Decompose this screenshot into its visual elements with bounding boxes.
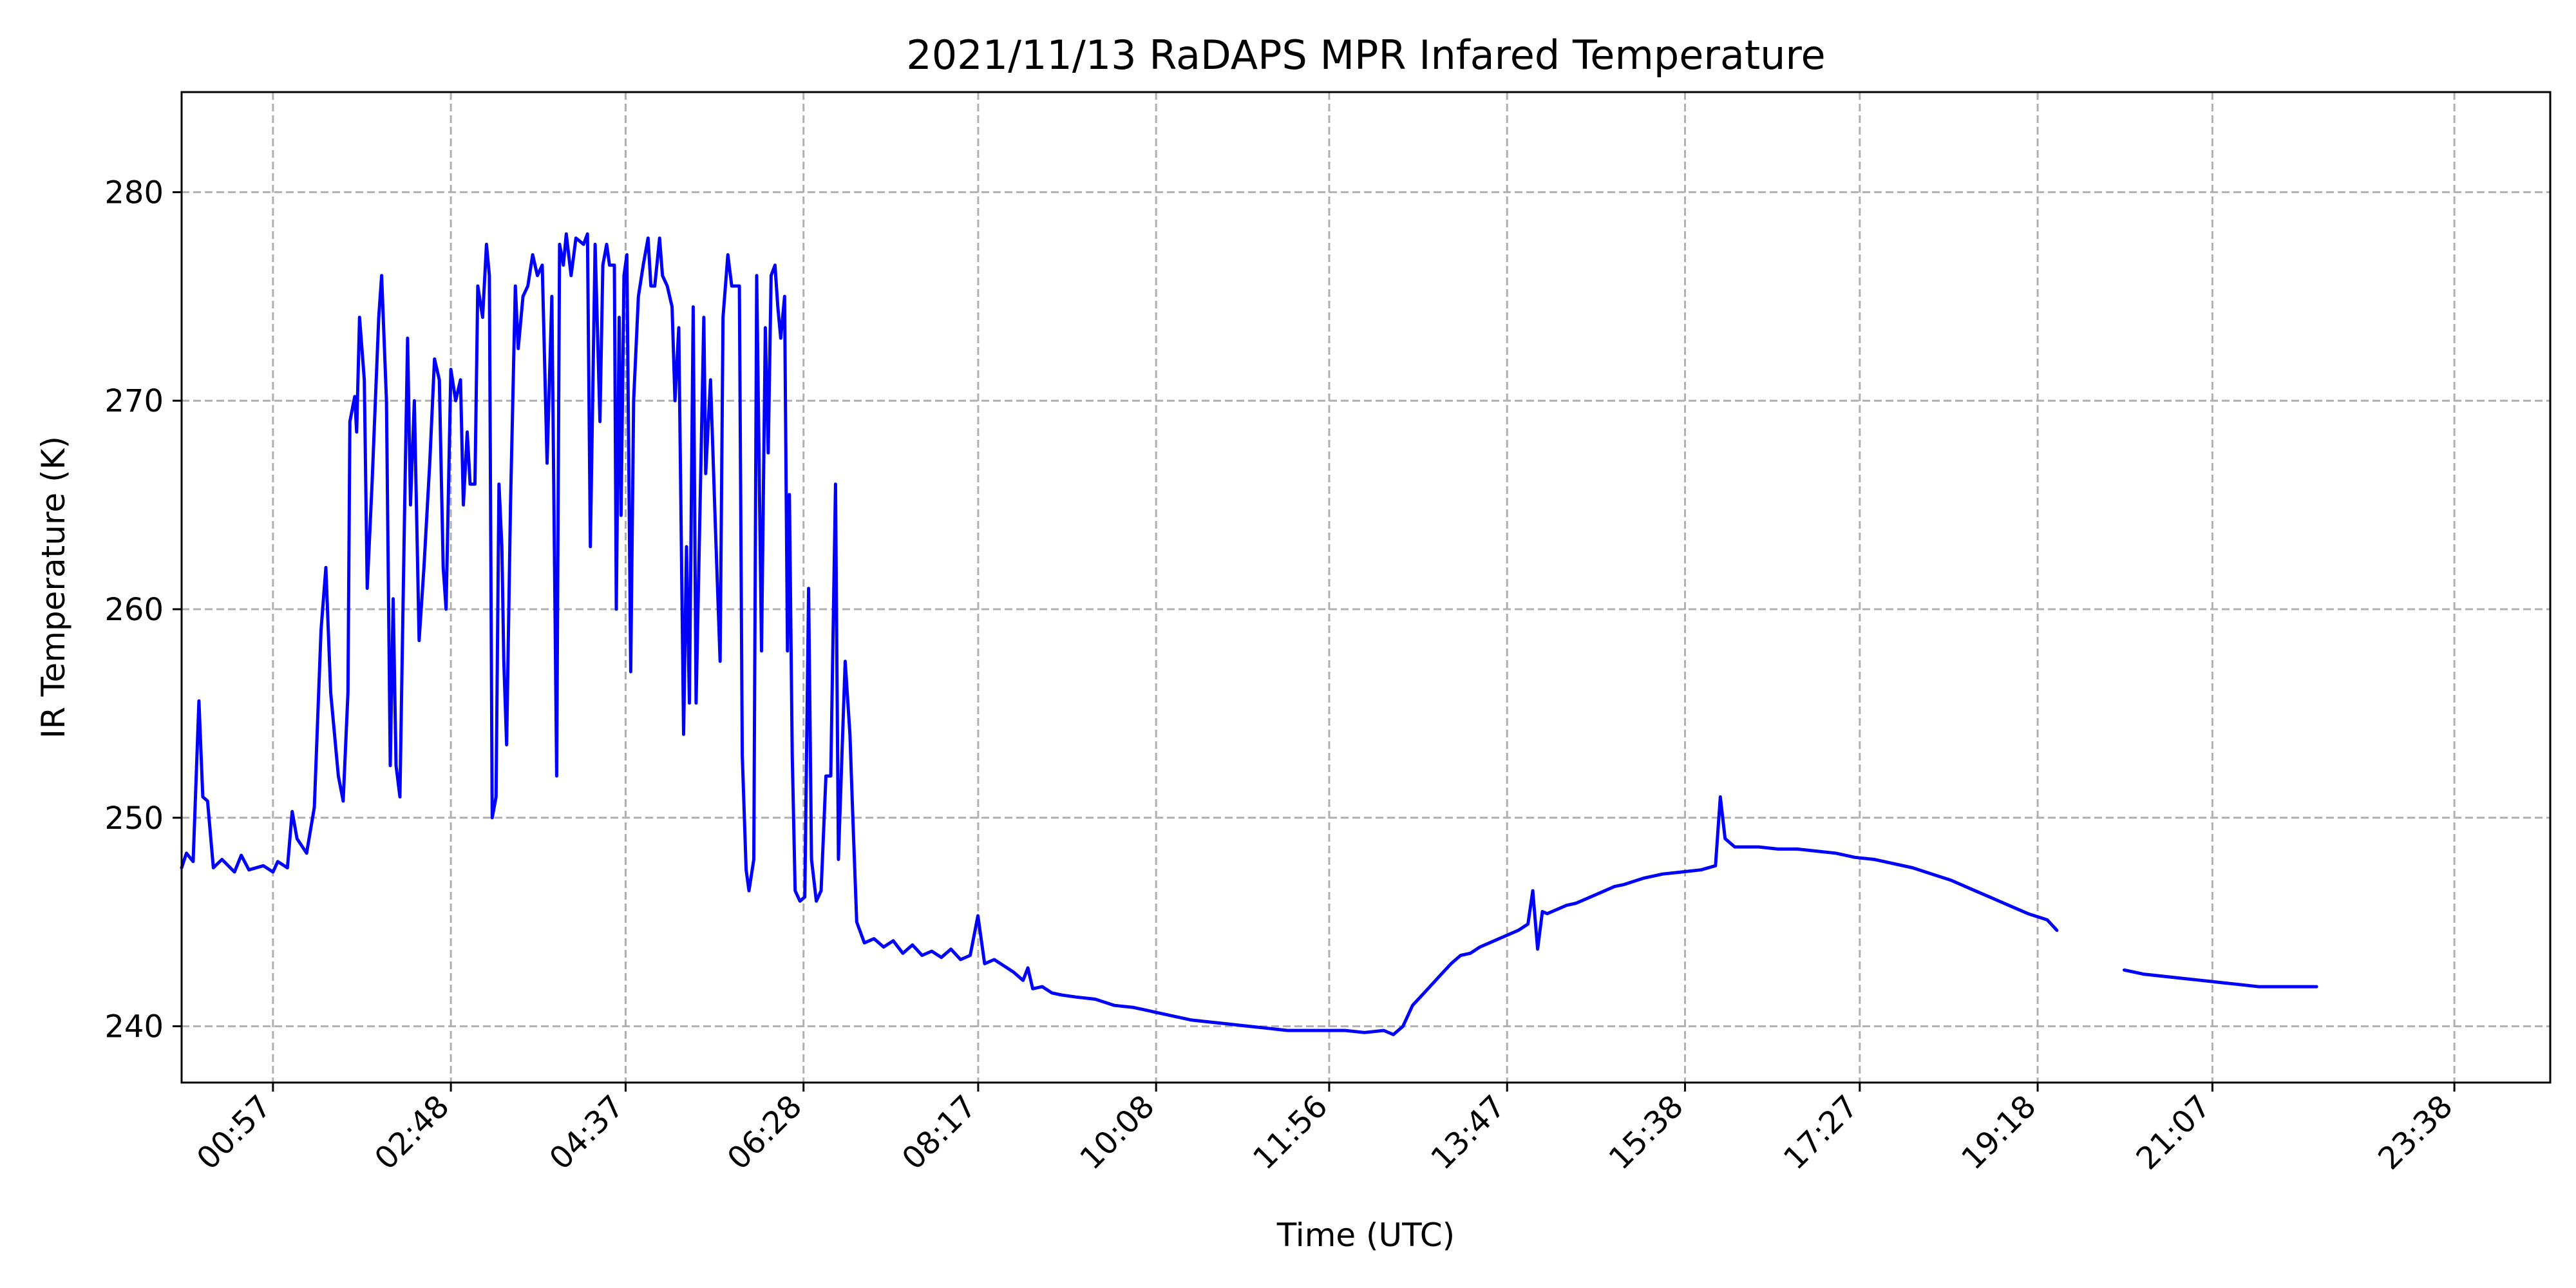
y-tick-label: 260 [104, 592, 164, 628]
y-tick-label: 250 [104, 800, 164, 837]
y-tick-label: 240 [104, 1009, 164, 1045]
series-line [180, 232, 2059, 1036]
y-axis-label: IR Temperature (K) [35, 436, 72, 739]
x-axis-label: Time (UTC) [1276, 1217, 1455, 1254]
series-line [2123, 968, 2318, 989]
y-axis-ticks: 240 250 260 270 280 [104, 175, 182, 1045]
plot-frame [180, 91, 2552, 1084]
series-lines [180, 232, 2318, 1036]
y-tick-label: 280 [104, 175, 164, 211]
y-tick-label: 270 [104, 383, 164, 419]
chart-title: 2021/11/13 RaDAPS MPR Infared Temperatur… [906, 32, 1825, 79]
